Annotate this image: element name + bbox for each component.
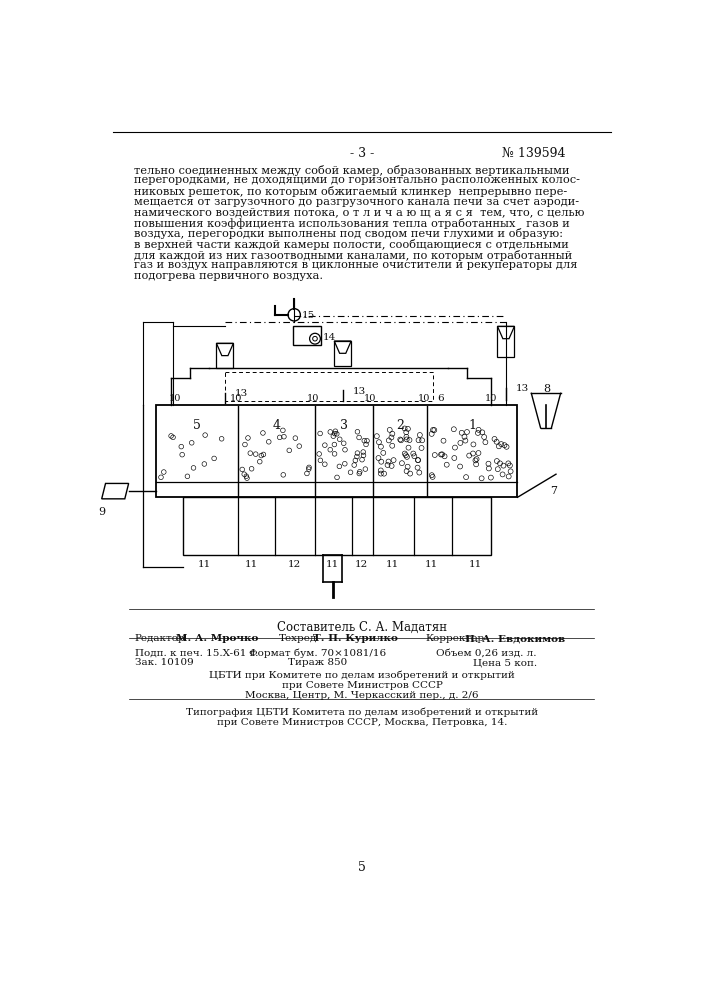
Text: 9: 9 [98, 507, 105, 517]
Text: намического воздействия потока, о т л и ч а ю щ а я с я  тем, что, с целью: намического воздействия потока, о т л и … [134, 207, 585, 217]
Text: 14: 14 [322, 333, 336, 342]
Text: в верхней части каждой камеры полости, сообщающиеся с отдельными: в верхней части каждой камеры полости, с… [134, 239, 569, 250]
Text: Цена 5 коп.: Цена 5 коп. [472, 658, 537, 667]
Text: 10: 10 [418, 394, 431, 403]
Text: № 139594: № 139594 [502, 147, 566, 160]
Text: 15: 15 [302, 311, 315, 320]
Text: Подп. к печ. 15.X-61 г.: Подп. к печ. 15.X-61 г. [135, 648, 258, 657]
Text: Москва, Центр, М. Черкасский пер., д. 2/6: Москва, Центр, М. Черкасский пер., д. 2/… [245, 691, 479, 700]
Text: Составитель С. А. Мадатян: Составитель С. А. Мадатян [277, 621, 447, 634]
Text: перегородками, не доходящими до горизонтально расположенных колос-: перегородками, не доходящими до горизонт… [134, 175, 580, 185]
Text: никовых решеток, по которым обжигаемый клинкер  непрерывно пере-: никовых решеток, по которым обжигаемый к… [134, 186, 567, 197]
Text: Корректор: Корректор [425, 634, 484, 643]
Text: 8: 8 [543, 384, 550, 394]
Text: 12: 12 [354, 560, 368, 569]
Text: Т. П. Курилко: Т. П. Курилко [312, 634, 397, 643]
Text: 5: 5 [193, 419, 201, 432]
Text: 12: 12 [288, 560, 300, 569]
Bar [216, 343, 233, 368]
Text: 13: 13 [516, 384, 530, 393]
Text: 11: 11 [326, 560, 339, 569]
Text: ЦБТИ при Комитете по делам изобретений и открытий: ЦБТИ при Комитете по делам изобретений и… [209, 671, 515, 680]
Text: П. А. Евдокимов: П. А. Евдокимов [465, 634, 566, 643]
Text: 11: 11 [245, 560, 259, 569]
Text: 10: 10 [364, 394, 377, 403]
Text: газ и воздух направляются в циклонные очистители и рекуператоры для: газ и воздух направляются в циклонные оч… [134, 260, 578, 270]
Bar [156, 405, 518, 497]
Bar [182, 497, 491, 555]
Text: 5: 5 [358, 861, 366, 874]
Bar [334, 341, 351, 366]
Text: 13: 13 [235, 389, 248, 398]
Text: 13: 13 [353, 387, 366, 396]
Text: при Совете Министров СССР: при Совете Министров СССР [281, 681, 443, 690]
Text: Редактор: Редактор [135, 634, 185, 643]
Text: Тираж 850: Тираж 850 [288, 658, 347, 667]
Bar [293, 326, 321, 345]
Text: 4: 4 [272, 419, 281, 432]
Text: 11: 11 [385, 560, 399, 569]
Text: повышения коэффициента использования тепла отработанных   газов и: повышения коэффициента использования теп… [134, 218, 570, 229]
Text: 7: 7 [550, 486, 557, 496]
Text: Типография ЦБТИ Комитета по делам изобретений и открытий: Типография ЦБТИ Комитета по делам изобре… [186, 708, 538, 717]
Text: М. А. Мрочко: М. А. Мрочко [176, 634, 259, 643]
Text: тельно соединенных между собой камер, образованных вертикальными: тельно соединенных между собой камер, об… [134, 165, 570, 176]
Text: воздуха, перегородки выполнены под сводом печи глухими и образую:: воздуха, перегородки выполнены под сводо… [134, 228, 563, 239]
Text: 11: 11 [197, 560, 211, 569]
Text: Формат бум. 70×1081/16: Формат бум. 70×1081/16 [249, 648, 386, 658]
Text: 3: 3 [340, 419, 348, 432]
Text: для каждой из них газоотводными каналами, по которым отработанный: для каждой из них газоотводными каналами… [134, 250, 572, 261]
Text: Объем 0,26 изд. л.: Объем 0,26 изд. л. [436, 648, 537, 657]
Text: 10: 10 [169, 394, 181, 403]
Text: 1: 1 [468, 419, 476, 432]
Text: подогрева первичного воздуха.: подогрева первичного воздуха. [134, 271, 323, 281]
Text: 2: 2 [396, 419, 404, 432]
Text: 11: 11 [425, 560, 438, 569]
Text: Техред: Техред [279, 634, 317, 643]
Text: 10: 10 [484, 394, 497, 403]
Text: мещается от загрузочного до разгрузочного канала печи за счет аэроди-: мещается от загрузочного до разгрузочног… [134, 197, 579, 207]
Text: 10: 10 [230, 394, 242, 403]
Text: при Совете Министров СССР, Москва, Петровка, 14.: при Совете Министров СССР, Москва, Петро… [217, 718, 507, 727]
Text: 10: 10 [307, 394, 319, 403]
Text: Зак. 10109: Зак. 10109 [135, 658, 194, 667]
Text: - 3 -: - 3 - [350, 147, 374, 160]
Bar [498, 326, 515, 357]
Text: 11: 11 [469, 560, 481, 569]
Text: 6: 6 [437, 394, 444, 403]
